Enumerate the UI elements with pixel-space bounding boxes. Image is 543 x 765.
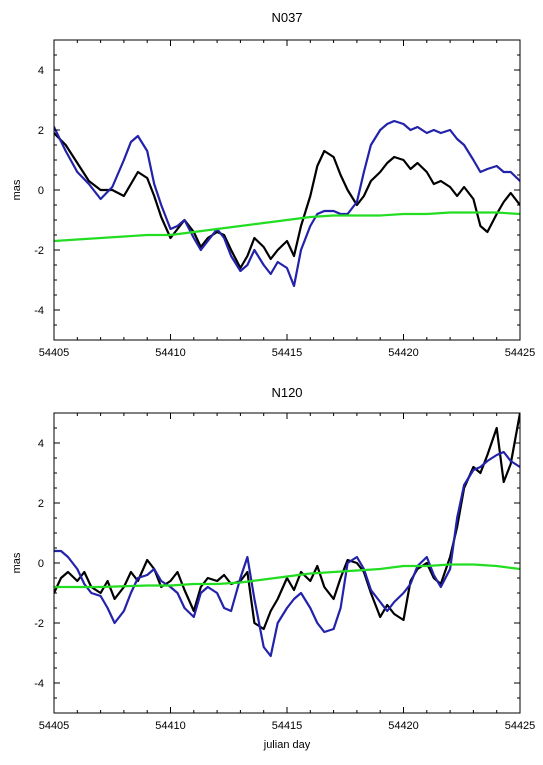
x-tick-label: 54415 xyxy=(272,347,303,359)
y-tick-label: 2 xyxy=(38,125,44,137)
x-tick-label: 54405 xyxy=(39,347,70,359)
x-tick-label: 54425 xyxy=(505,720,536,732)
chart-title: N037 xyxy=(271,10,302,25)
series-line-2 xyxy=(54,119,520,288)
y-axis-label: mas xyxy=(11,552,23,573)
chart-panel-n120: N120 mas julian day 54405 54410 54415 54420… xyxy=(11,385,535,751)
plot-area xyxy=(54,413,520,658)
y-tick-label: -2 xyxy=(34,618,44,630)
y-tick-label: 4 xyxy=(38,65,44,77)
x-tick-label: 54420 xyxy=(388,347,419,359)
x-tick-label: 54405 xyxy=(39,720,70,732)
y-tick-label: 2 xyxy=(38,498,44,510)
x-tick-label: 54415 xyxy=(272,720,303,732)
series-line-1 xyxy=(54,413,520,631)
series-line-3 xyxy=(54,563,520,589)
x-tick-label: 54410 xyxy=(155,720,186,732)
y-tick-label: -4 xyxy=(34,305,44,317)
y-tick-label: -4 xyxy=(34,678,44,690)
series-line-2 xyxy=(54,450,520,658)
y-tick-label: -2 xyxy=(34,245,44,257)
y-tick-label: 4 xyxy=(38,438,44,450)
chart-title: N120 xyxy=(271,385,302,400)
x-tick-label: 54410 xyxy=(155,347,186,359)
x-tick-label: 54420 xyxy=(388,720,419,732)
plot-area xyxy=(54,119,520,288)
chart-panel-n037: N037 mas 54405 54410 54415 54420 54425 -4 -2 0 2… xyxy=(11,10,535,359)
series-line-1 xyxy=(54,131,520,270)
y-tick-label: 0 xyxy=(38,185,44,197)
y-tick-label: 0 xyxy=(38,558,44,570)
plot-frame xyxy=(53,39,521,341)
x-axis-label: julian day xyxy=(263,739,311,751)
series-line-3 xyxy=(54,211,520,243)
y-axis-label: mas xyxy=(11,179,23,200)
x-tick-label: 54425 xyxy=(505,347,536,359)
